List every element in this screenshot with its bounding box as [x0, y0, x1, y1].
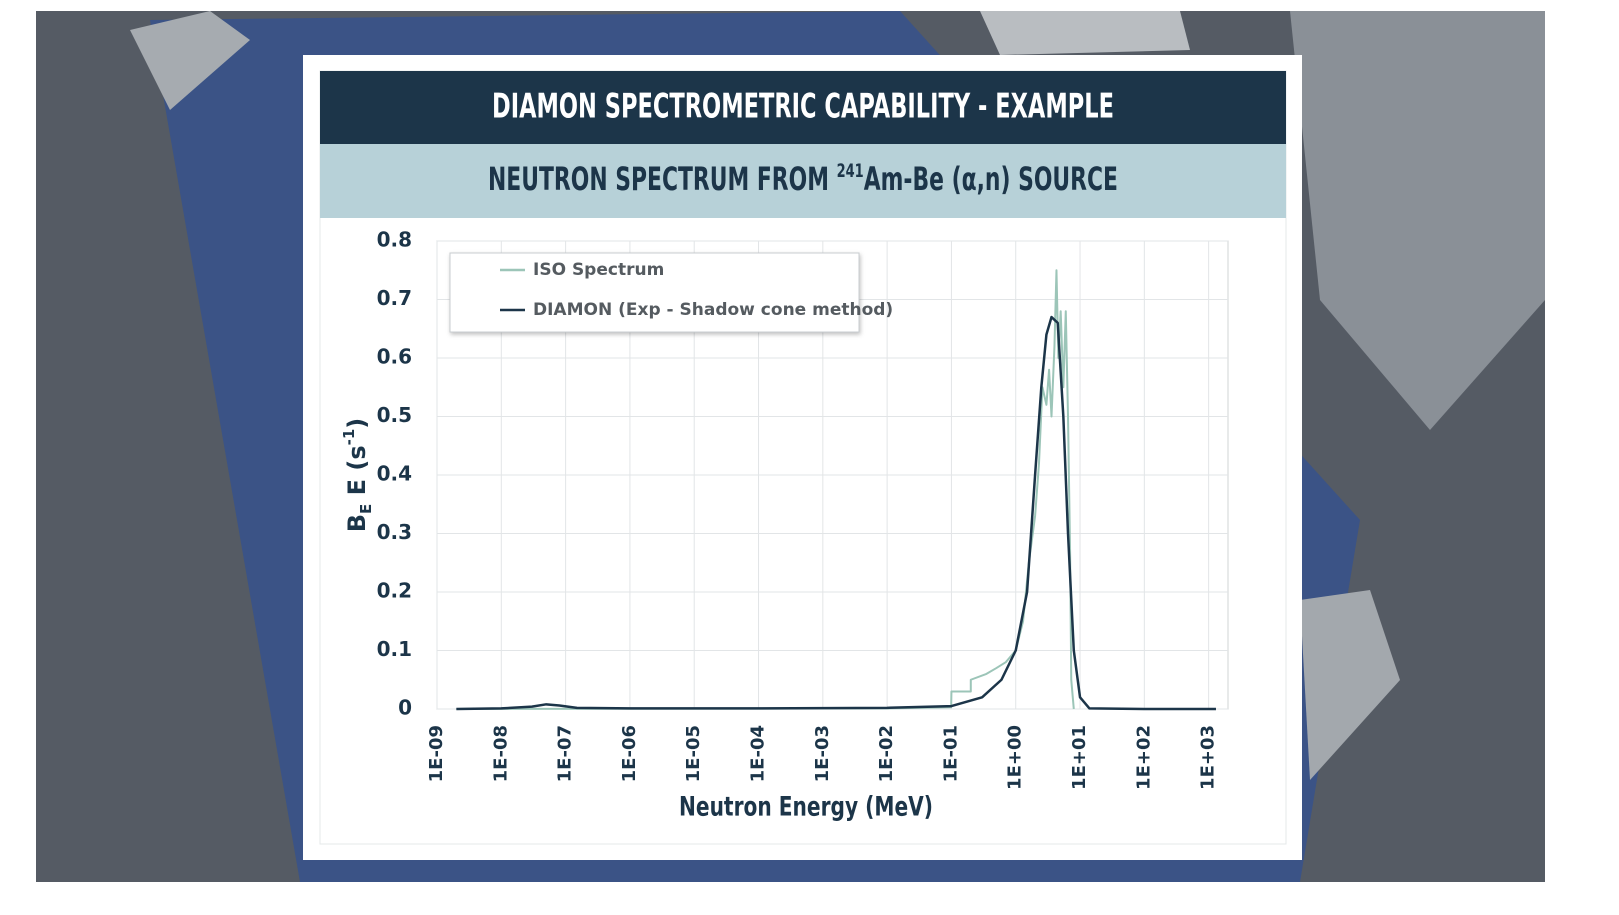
y-label-text: )	[343, 418, 371, 429]
x-tick-label: 1E+02	[1133, 725, 1154, 790]
y-label-text: E (s	[343, 445, 371, 503]
metal-bracket	[1290, 11, 1545, 430]
y-axis-label: BE E (s-1)	[340, 418, 375, 533]
chart-subtitle: NEUTRON SPECTRUM FROM 241Am-Be (α,n) SOU…	[488, 160, 1118, 199]
series-line	[456, 269, 1075, 710]
x-tick-label: 1E-04	[748, 725, 769, 782]
subtitle-band	[320, 144, 1286, 218]
legend-label: ISO Spectrum	[533, 260, 664, 280]
legend-label: DIAMON (Exp - Shadow cone method)	[533, 300, 893, 320]
series-line	[456, 315, 1216, 711]
x-tick-label: 1E-05	[683, 725, 704, 782]
x-tick-label: 1E-09	[426, 725, 447, 782]
y-label-text: B	[343, 514, 371, 532]
x-tick-label: 1E+00	[1005, 725, 1026, 790]
y-tick-label: 0.6	[377, 345, 412, 369]
y-tick-label: 0.5	[377, 403, 412, 427]
metal-plate	[980, 11, 1190, 55]
y-label-subscript: E	[357, 504, 375, 514]
y-label-superscript: -1	[340, 429, 358, 446]
x-tick-label: 1E-07	[555, 725, 576, 782]
x-tick-label: 1E+01	[1069, 725, 1090, 790]
x-tick-label: 1E-02	[876, 725, 897, 782]
y-tick-label: 0.3	[377, 520, 412, 544]
x-tick-label: 1E-06	[619, 725, 640, 782]
metal-corner	[1300, 590, 1400, 780]
y-tick-label: 0.7	[377, 286, 412, 310]
x-tick-label: 1E-03	[812, 725, 833, 782]
x-tick-label: 1E-08	[490, 725, 511, 782]
subtitle-superscript: 241	[837, 160, 864, 182]
chart-title: DIAMON SPECTROMETRIC CAPABILITY - EXAMPL…	[492, 87, 1114, 127]
x-tick-label: 1E+03	[1198, 725, 1219, 790]
y-tick-label: 0	[398, 696, 412, 720]
y-tick-label: 0.8	[377, 228, 412, 252]
x-axis-label: Neutron Energy (MeV)	[679, 792, 933, 823]
y-tick-label: 0.1	[377, 637, 412, 661]
title-band	[320, 71, 1286, 144]
y-tick-label: 0.2	[377, 579, 412, 603]
subtitle-text: NEUTRON SPECTRUM FROM	[488, 160, 837, 198]
subtitle-text: Am-Be (α,n) SOURCE	[864, 160, 1118, 198]
x-tick-label: 1E-01	[940, 725, 961, 782]
legend-box	[449, 252, 860, 333]
metal-corner	[130, 11, 250, 110]
y-tick-label: 0.4	[377, 462, 412, 486]
